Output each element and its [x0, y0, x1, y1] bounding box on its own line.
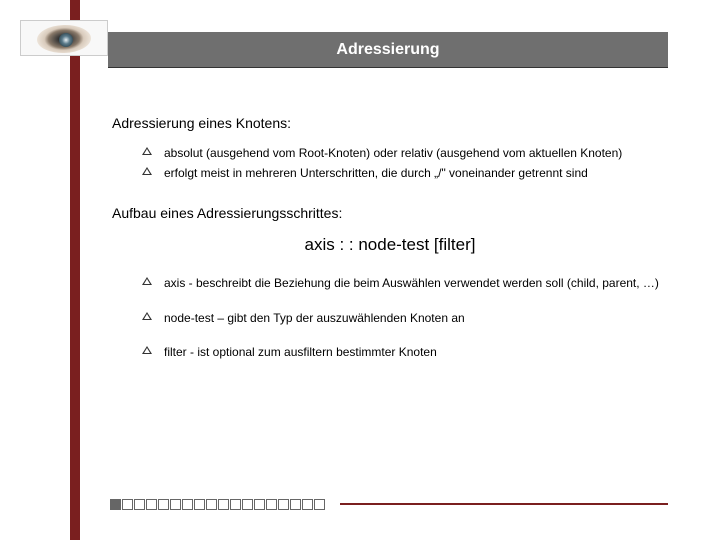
progress-squares: [110, 499, 326, 510]
bullet-text: axis - beschreibt die Beziehung die beim…: [164, 275, 659, 291]
progress-square: [182, 499, 193, 510]
footer-line: [340, 503, 668, 505]
progress-square: [158, 499, 169, 510]
bullet-icon: [142, 313, 152, 321]
progress-square: [110, 499, 121, 510]
list-item: axis - beschreibt die Beziehung die beim…: [142, 275, 668, 291]
progress-square: [266, 499, 277, 510]
bullet-icon: [142, 148, 152, 156]
progress-square: [278, 499, 289, 510]
list-item: filter - ist optional zum ausfiltern bes…: [142, 344, 668, 360]
section1-list: absolut (ausgehend vom Root-Knoten) oder…: [142, 145, 668, 181]
slide-header: Adressierung: [108, 32, 668, 68]
list-item: node-test – gibt den Typ der auszuwählen…: [142, 310, 668, 326]
section2-list: axis - beschreibt die Beziehung die beim…: [142, 275, 668, 360]
progress-square: [314, 499, 325, 510]
left-stripe: [70, 0, 80, 540]
progress-square: [218, 499, 229, 510]
list-item: erfolgt meist in mehreren Unterschritten…: [142, 165, 668, 181]
bullet-text: absolut (ausgehend vom Root-Knoten) oder…: [164, 145, 622, 161]
bullet-text: erfolgt meist in mehreren Unterschritten…: [164, 165, 588, 181]
progress-square: [194, 499, 205, 510]
section2-title: Aufbau eines Adressierungsschrittes:: [112, 205, 668, 221]
progress-square: [242, 499, 253, 510]
progress-square: [302, 499, 313, 510]
progress-square: [134, 499, 145, 510]
section1-title: Adressierung eines Knotens:: [112, 115, 668, 131]
bullet-text: node-test – gibt den Typ der auszuwählen…: [164, 310, 465, 326]
slide-title: Adressierung: [336, 41, 439, 59]
bullet-icon: [142, 347, 152, 355]
progress-square: [290, 499, 301, 510]
progress-square: [170, 499, 181, 510]
logo-eye: [20, 20, 108, 56]
slide-content: Adressierung eines Knotens: absolut (aus…: [112, 115, 668, 384]
bullet-icon: [142, 278, 152, 286]
progress-square: [230, 499, 241, 510]
progress-square: [254, 499, 265, 510]
progress-square: [122, 499, 133, 510]
list-item: absolut (ausgehend vom Root-Knoten) oder…: [142, 145, 668, 161]
progress-square: [206, 499, 217, 510]
bullet-icon: [142, 168, 152, 176]
axis-syntax: axis : : node-test [filter]: [112, 235, 668, 255]
progress-square: [146, 499, 157, 510]
bullet-text: filter - ist optional zum ausfiltern bes…: [164, 344, 437, 360]
